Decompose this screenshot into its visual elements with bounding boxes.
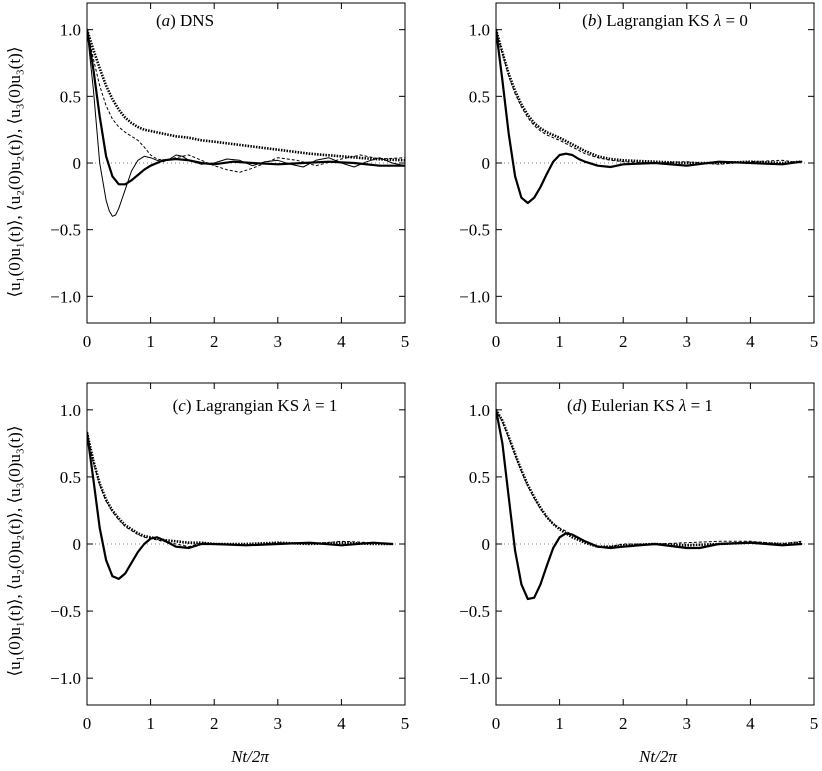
- x-tick-label: 4: [337, 714, 346, 733]
- x-tick-label: 3: [683, 714, 692, 733]
- y-tick-label: −1.0: [459, 669, 490, 688]
- x-tick-label: 4: [337, 332, 346, 351]
- panel-label: (b) Lagrangian KS λ = 0: [582, 11, 748, 30]
- y-tick-label: 0: [73, 154, 82, 173]
- series-line-3: [87, 431, 394, 580]
- x-tick-label: 0: [492, 332, 501, 351]
- y-tick-label: −0.5: [50, 602, 81, 621]
- x-tick-label: 0: [83, 714, 92, 733]
- series-line-1: [87, 29, 405, 162]
- y-tick-label: 0: [482, 535, 491, 554]
- x-tick-label: 1: [555, 714, 564, 733]
- series-line-4: [87, 29, 405, 217]
- panel-label: (c) Lagrangian KS λ = 1: [173, 396, 338, 415]
- series-line-1: [496, 409, 802, 548]
- y-tick-label: 1.0: [60, 21, 81, 40]
- series-line-3: [496, 408, 803, 601]
- x-tick-label: 5: [401, 714, 410, 733]
- x-tick-label: 3: [274, 714, 283, 733]
- x-tick-label: 1: [146, 714, 155, 733]
- series-line-1: [87, 432, 393, 546]
- y-tick-label: 0.5: [469, 87, 490, 106]
- y-tick-label: −0.5: [50, 221, 81, 240]
- series-line-3: [87, 28, 405, 186]
- x-tick-label: 5: [810, 332, 819, 351]
- xlabel-left: Nt/2π: [230, 747, 269, 766]
- x-tick-label: 0: [492, 714, 501, 733]
- y-tick-label: 1.0: [469, 21, 490, 40]
- series-line-1: [496, 29, 802, 165]
- x-tick-label: 3: [683, 332, 692, 351]
- y-tick-label: −1.0: [50, 287, 81, 306]
- panel-d: 0 1 2 3 4 5 1.0 0.5 0 −0.5 −1.0 (d) Eulerian KS λ =…: [459, 382, 819, 733]
- x-tick-label: 2: [619, 332, 628, 351]
- ylabel-bottom: ⟨u₁(0)u₁(t)⟩, ⟨u₂(0)u₂(t)⟩, ⟨u₃(0)u₃(t)⟩: [5, 426, 24, 677]
- y-tick-label: 0.5: [60, 468, 81, 487]
- panel-label: (d) Eulerian KS λ = 1: [567, 396, 713, 415]
- x-tick-label: 4: [746, 332, 755, 351]
- panels: 0 1 2 3 4 5 1.0 0.5 0 −0.5 −1.0 (a) DNS 0 1 2 3 4 5 1.0 0.5…: [50, 2, 819, 733]
- series-line-3: [496, 28, 803, 205]
- x-tick-label: 4: [746, 714, 755, 733]
- y-tick-label: −0.5: [459, 221, 490, 240]
- y-tick-label: −1.0: [50, 669, 81, 688]
- xlabel-right: Nt/2π: [638, 747, 677, 766]
- x-tick-label: 2: [210, 714, 219, 733]
- y-tick-label: −1.0: [459, 287, 490, 306]
- panel-b: 0 1 2 3 4 5 1.0 0.5 0 −0.5 −1.0 (b) Lagrangian KS λ…: [459, 2, 819, 351]
- x-tick-label: 2: [210, 332, 219, 351]
- x-tick-label: 5: [401, 332, 410, 351]
- x-tick-label: 2: [619, 714, 628, 733]
- y-tick-label: 0: [482, 154, 491, 173]
- x-tick-label: 5: [810, 714, 819, 733]
- y-tick-label: 1.0: [60, 401, 81, 420]
- series-line-2: [496, 409, 802, 548]
- y-tick-label: 0: [73, 535, 82, 554]
- series-line-2: [87, 29, 405, 173]
- panel-c: 0 1 2 3 4 5 1.0 0.5 0 −0.5 −1.0 (c) Lagrangian KS λ…: [50, 382, 410, 733]
- ylabel-top: ⟨u₁(0)u₁(t)⟩, ⟨u₂(0)u₂(t)⟩, ⟨u₃(0)u₃(t)⟩: [5, 47, 24, 298]
- x-tick-label: 0: [83, 332, 92, 351]
- x-tick-label: 3: [274, 332, 283, 351]
- x-tick-label: 1: [555, 332, 564, 351]
- panel-a: 0 1 2 3 4 5 1.0 0.5 0 −0.5 −1.0 (a) DNS: [50, 2, 410, 351]
- y-tick-label: 0.5: [469, 468, 490, 487]
- x-tick-label: 1: [146, 332, 155, 351]
- y-tick-label: −0.5: [459, 602, 490, 621]
- y-tick-label: 0.5: [60, 87, 81, 106]
- panel-label: (a) DNS: [156, 11, 214, 30]
- y-tick-label: 1.0: [469, 401, 490, 420]
- series-line-2: [496, 29, 802, 165]
